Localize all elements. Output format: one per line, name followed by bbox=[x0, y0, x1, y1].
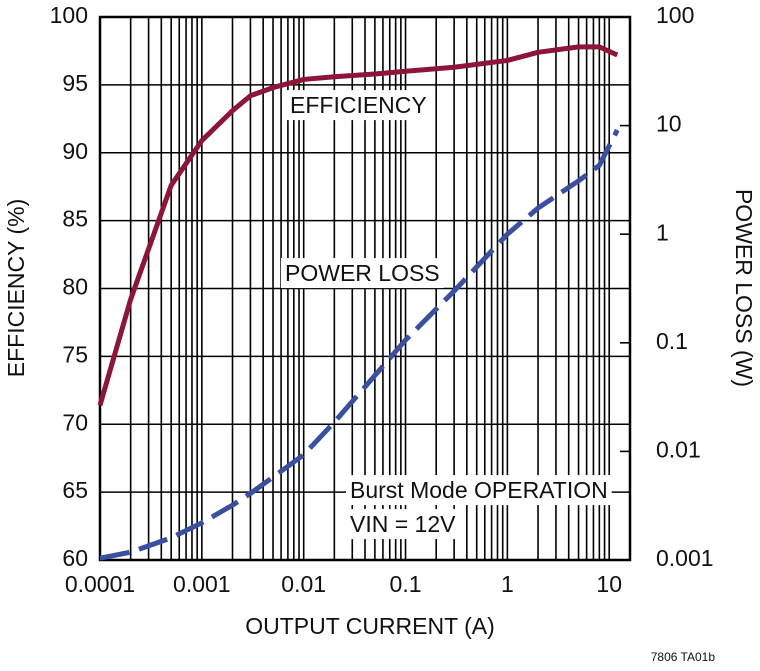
series-label-bg bbox=[281, 258, 444, 289]
x-tick-label: 0.1 bbox=[390, 571, 422, 597]
y-tick-label: 95 bbox=[62, 70, 88, 96]
series-line bbox=[97, 44, 619, 406]
annotation-bg bbox=[346, 475, 612, 506]
x-tick-label: 1 bbox=[501, 571, 514, 597]
y-tick-label: 70 bbox=[62, 409, 88, 435]
y2-tick-label: 1 bbox=[656, 219, 669, 245]
y2-axis-label: POWER LOSS (W) bbox=[731, 189, 757, 387]
series-label: POWER LOSS bbox=[285, 260, 440, 286]
x-axis-label: OUTPUT CURRENT (A) bbox=[245, 613, 495, 639]
series-label: EFFICIENCY bbox=[290, 92, 427, 118]
y-tick-label: 75 bbox=[62, 341, 88, 367]
x-tick-label: 0.01 bbox=[281, 571, 326, 597]
annotation-bg bbox=[346, 509, 461, 540]
annotation: Burst Mode OPERATION bbox=[350, 477, 608, 503]
x-tick-label: 0.001 bbox=[173, 571, 231, 597]
y-tick-label: 65 bbox=[62, 477, 88, 503]
annotation: VIN = 12V bbox=[350, 511, 456, 537]
y-tick-label: 60 bbox=[62, 545, 88, 571]
y2-tick-label: 0.001 bbox=[656, 545, 714, 571]
y2-tick-label: 0.1 bbox=[656, 328, 688, 354]
series-label-bg bbox=[286, 90, 431, 121]
x-tick-label: 10 bbox=[596, 571, 622, 597]
plot-frame bbox=[98, 15, 632, 562]
series-line bbox=[99, 128, 620, 561]
y-axis-label: EFFICIENCY (%) bbox=[3, 199, 29, 377]
y2-tick-label: 0.01 bbox=[656, 436, 701, 462]
x-tick-label: 0.0001 bbox=[65, 571, 135, 597]
y-tick-label: 80 bbox=[62, 274, 88, 300]
y-tick-label: 85 bbox=[62, 206, 88, 232]
y-tick-label: 90 bbox=[62, 138, 88, 164]
y2-tick-label: 100 bbox=[656, 2, 694, 28]
footnote: 7806 TA01b bbox=[651, 650, 716, 664]
y-tick-label: 100 bbox=[50, 2, 88, 28]
y2-tick-label: 10 bbox=[656, 111, 682, 137]
